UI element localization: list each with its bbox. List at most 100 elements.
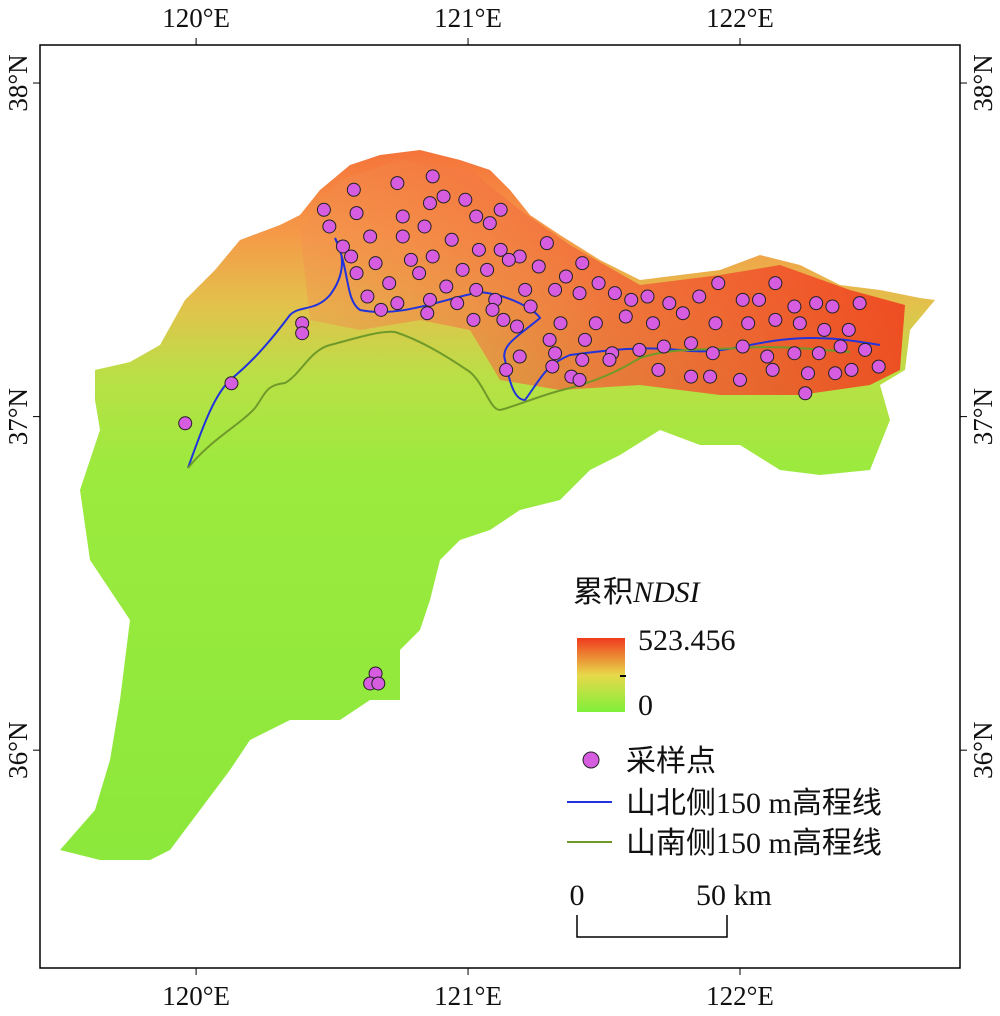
sample-point [765, 362, 780, 377]
lon-tick-label: 120°E [162, 981, 230, 1011]
lat-tick-label: 37°N [3, 388, 33, 445]
sample-point [825, 299, 840, 314]
sample-point [518, 282, 533, 297]
legend-label: 山北侧150 m高程线 [626, 787, 882, 820]
sample-point [539, 236, 554, 251]
sample-point [602, 352, 617, 367]
sample-point [224, 376, 239, 391]
sample-point [800, 366, 815, 381]
sample-point [471, 242, 486, 257]
sample-point [632, 342, 647, 357]
sample-point [455, 262, 470, 277]
sample-point [501, 252, 516, 267]
sample-point [496, 312, 511, 327]
legend-point-symbol [582, 751, 600, 769]
sample-point [792, 316, 807, 331]
sample-point [711, 276, 726, 291]
sample-point [732, 372, 747, 387]
sample-point [390, 176, 405, 191]
colorbar-min: 0 [638, 689, 653, 722]
sample-point [591, 276, 606, 291]
sample-point [708, 316, 723, 331]
sample-point [493, 242, 508, 257]
legend-label: 采样点 [626, 745, 716, 778]
lon-tick-label: 122°E [706, 3, 774, 33]
sample-point [531, 259, 546, 274]
sample-point [295, 326, 310, 341]
lat-tick-label: 37°N [968, 388, 998, 445]
sample-point [656, 339, 671, 354]
sample-point [858, 342, 873, 357]
sample-point [422, 196, 437, 211]
lon-tick-label: 121°E [434, 981, 502, 1011]
sample-point [798, 386, 813, 401]
sample-point [425, 169, 440, 184]
sample-point [482, 216, 497, 231]
sample-point [809, 296, 824, 311]
sample-point [412, 266, 427, 281]
sample-point [458, 192, 473, 207]
sample-point [735, 339, 750, 354]
colorbar-max: 523.456 [638, 624, 736, 657]
legend-title-text: 累积 [573, 576, 633, 609]
legend-label: 山南侧150 m高程线 [626, 827, 882, 860]
sample-point [368, 256, 383, 271]
sample-point [390, 296, 405, 311]
sample-point [371, 676, 386, 691]
sample-point [675, 306, 690, 321]
sample-point [705, 346, 720, 361]
sample-point [607, 286, 622, 301]
scale-label: 50 km [696, 879, 772, 912]
sample-point [572, 286, 587, 301]
sample-point [425, 249, 440, 264]
sample-point [436, 189, 451, 204]
sample-points [178, 169, 886, 691]
sample-point [575, 256, 590, 271]
sample-point [811, 346, 826, 361]
sample-point [395, 229, 410, 244]
sample-point [575, 352, 590, 367]
sample-point [322, 219, 337, 234]
lat-tick-label: 38°N [968, 54, 998, 111]
sample-point [335, 239, 350, 254]
sample-point [703, 369, 718, 384]
sample-point [363, 229, 378, 244]
sample-point [374, 302, 389, 317]
sample-point [871, 359, 886, 374]
sample-point [422, 292, 437, 307]
sample-point [316, 202, 331, 217]
legend: 累积NDSI 523.456 0 采样点 山北侧150 m高程线 山南侧150 … [567, 576, 882, 938]
sample-point [499, 362, 514, 377]
sample-point [624, 292, 639, 307]
legend-title: 累积NDSI [573, 576, 702, 609]
lon-tick-label: 122°E [706, 981, 774, 1011]
sample-point [852, 296, 867, 311]
sample-point [735, 292, 750, 307]
sample-point [577, 332, 592, 347]
legend-title-italic: NDSI [632, 576, 702, 609]
sample-point [760, 349, 775, 364]
sample-point [553, 316, 568, 331]
sample-point [787, 299, 802, 314]
sample-point [466, 312, 481, 327]
sample-point [741, 316, 756, 331]
sample-point [787, 346, 802, 361]
sample-point [417, 219, 432, 234]
sample-point [545, 359, 560, 374]
sample-point [542, 332, 557, 347]
sample-point [382, 276, 397, 291]
sample-point [651, 362, 666, 377]
sample-point [572, 372, 587, 387]
sample-point [752, 292, 767, 307]
sample-point [523, 299, 538, 314]
sample-point [346, 182, 361, 197]
sample-point [817, 322, 832, 337]
sample-point [684, 336, 699, 351]
sample-point [548, 282, 563, 297]
scale-label: 0 [570, 879, 585, 912]
sample-point [493, 202, 508, 217]
sample-point [844, 362, 859, 377]
sample-point [662, 296, 677, 311]
